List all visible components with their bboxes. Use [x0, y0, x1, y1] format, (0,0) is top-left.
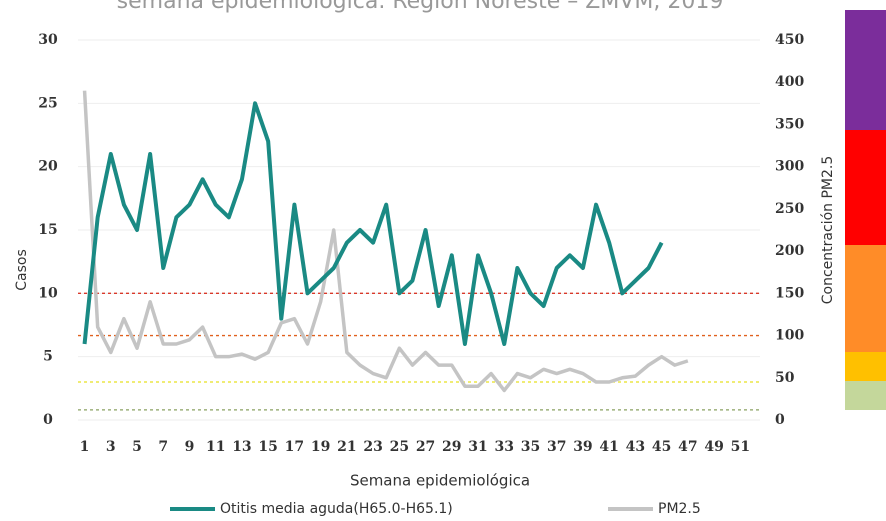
band-red	[845, 130, 886, 245]
y2-tick-label: 0	[775, 412, 785, 428]
y2-tick-label: 100	[775, 328, 804, 344]
y-tick-label: 30	[38, 32, 58, 48]
y2-tick-label: 350	[775, 116, 804, 132]
y2-tick-label: 150	[775, 285, 804, 301]
x-tick-label: 49	[704, 439, 723, 455]
x-tick-label: 11	[206, 439, 225, 455]
chart-title: semana epidemiológica. Región Noreste – …	[117, 0, 724, 14]
x-tick-label: 33	[495, 439, 514, 455]
x-tick-label: 15	[258, 439, 277, 455]
y2-tick-label: 300	[775, 159, 804, 175]
x-tick-label: 27	[416, 439, 435, 455]
x-tick-label: 41	[599, 439, 618, 455]
x-tick-label: 51	[731, 439, 750, 455]
legend-label: PM2.5	[658, 501, 701, 517]
y2-tick-label: 400	[775, 74, 804, 90]
x-tick-label: 43	[626, 439, 645, 455]
x-tick-label: 3	[106, 439, 116, 455]
band-amber	[845, 352, 886, 381]
y-tick-label: 5	[43, 349, 53, 365]
y-tick-label: 0	[43, 412, 53, 428]
y2-tick-label: 200	[775, 243, 804, 259]
x-tick-label: 9	[185, 439, 195, 455]
y-tick-label: 20	[38, 159, 58, 175]
y-tick-label: 15	[38, 222, 57, 238]
band-green	[845, 381, 886, 410]
x-tick-label: 37	[547, 439, 566, 455]
x-tick-label: 47	[678, 439, 697, 455]
x-tick-label: 17	[285, 439, 304, 455]
x-axis-label: Semana epidemiológica	[350, 472, 530, 490]
y2-axis-label: Concentración PM2.5	[820, 156, 836, 304]
band-orange	[845, 245, 886, 352]
x-tick-label: 31	[468, 439, 487, 455]
y2-tick-label: 250	[775, 201, 804, 217]
x-tick-label: 23	[363, 439, 382, 455]
x-tick-label: 19	[311, 439, 330, 455]
x-tick-label: 7	[158, 439, 168, 455]
series-line	[82, 101, 664, 346]
y2-tick-label: 50	[775, 370, 795, 386]
x-tick-label: 1	[80, 439, 90, 455]
y-tick-label: 10	[38, 285, 58, 301]
x-tick-label: 5	[132, 439, 142, 455]
y-axis-label: Casos	[14, 249, 30, 291]
band-purple	[845, 10, 886, 130]
x-tick-label: 29	[442, 439, 461, 455]
y2-tick-label: 450	[775, 32, 804, 48]
x-tick-label: 45	[652, 439, 671, 455]
x-tick-label: 35	[521, 439, 540, 455]
x-tick-label: 13	[232, 439, 251, 455]
x-tick-label: 39	[573, 439, 592, 455]
x-tick-label: 25	[390, 439, 409, 455]
legend-label: Otitis media aguda(H65.0-H65.1)	[220, 501, 453, 517]
x-tick-label: 21	[337, 439, 356, 455]
series-line	[82, 90, 689, 393]
y-tick-label: 25	[38, 95, 57, 111]
